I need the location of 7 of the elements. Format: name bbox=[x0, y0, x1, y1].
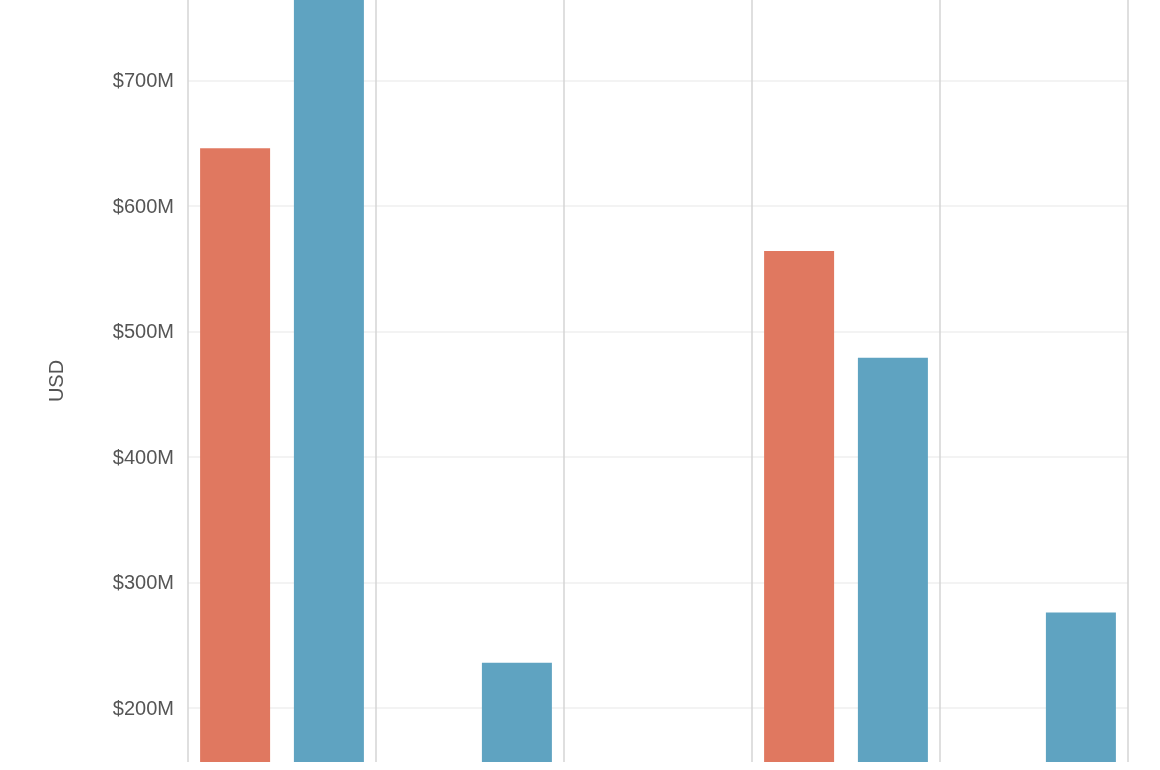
y-tick-label: $400M bbox=[112, 445, 174, 468]
y-tick-label: $700M bbox=[112, 69, 174, 92]
y-tick-label: $300M bbox=[112, 571, 174, 594]
y-tick-label: $200M bbox=[112, 697, 174, 720]
y-axis-title: USD bbox=[45, 359, 67, 403]
y-tick-label: $500M bbox=[112, 320, 174, 343]
y-tick-label: $600M bbox=[112, 194, 174, 217]
